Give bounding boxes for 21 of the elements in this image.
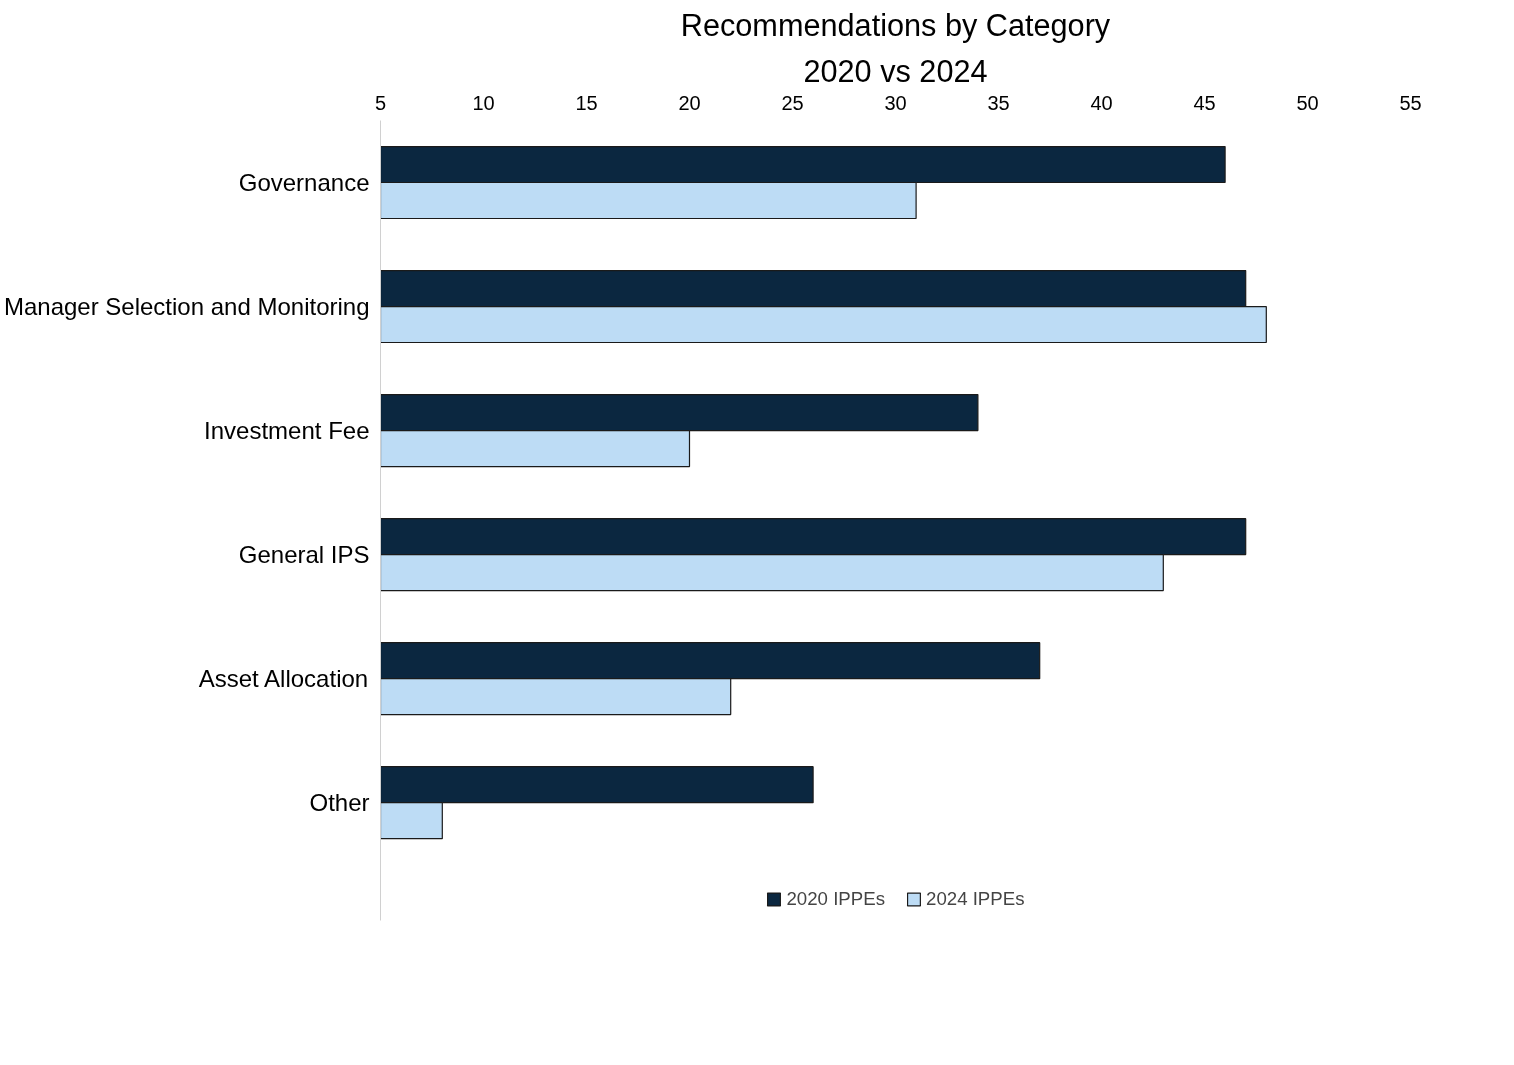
x-tick-label: 50 — [1296, 91, 1319, 114]
x-tick-label: 15 — [575, 91, 598, 114]
y-tick-label: Manager Selection and Monitoring — [3, 293, 370, 321]
y-tick-label: General IPS — [238, 541, 370, 569]
y-tick-label: Asset Allocation — [198, 665, 369, 693]
legend-label: 2024 IPPEs — [926, 888, 1025, 910]
chart-title: Recommendations by Category — [680, 7, 1111, 43]
x-tick-label: 55 — [1399, 91, 1422, 114]
y-tick-label: Investment Fee — [204, 417, 370, 445]
x-tick-label: 20 — [678, 91, 701, 114]
legend-label: 2020 IPPEs — [786, 888, 885, 910]
x-tick-label: 5 — [374, 91, 387, 114]
x-tick-label: 45 — [1193, 91, 1216, 114]
x-tick-label: 10 — [472, 91, 495, 114]
x-tick-label: 30 — [884, 91, 907, 114]
y-tick-label: Other — [309, 789, 370, 817]
y-tick-label: Governance — [238, 169, 370, 197]
x-tick-label: 40 — [1090, 91, 1113, 114]
x-tick-label: 35 — [987, 91, 1010, 114]
chart-subtitle: 2020 vs 2024 — [803, 53, 988, 88]
x-tick-label: 25 — [781, 91, 804, 114]
